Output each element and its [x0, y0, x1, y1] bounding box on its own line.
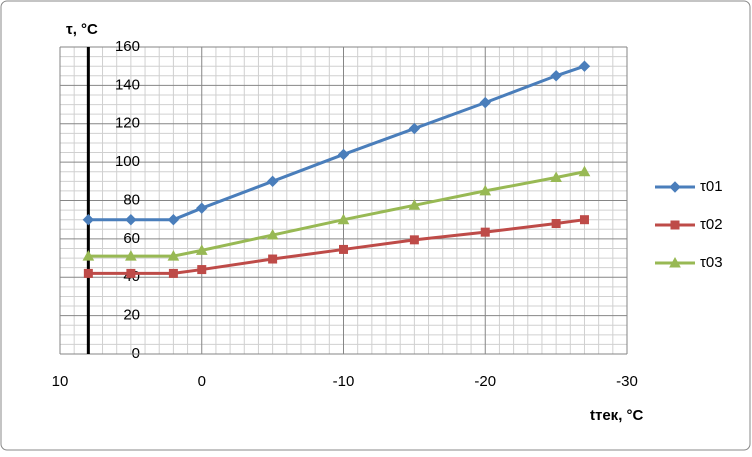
marker [339, 244, 348, 254]
legend-marker [669, 181, 681, 193]
marker [196, 202, 208, 214]
marker [168, 268, 178, 278]
marker [480, 227, 490, 237]
x-tick-label: 10 [52, 373, 69, 390]
legend-marker [670, 220, 680, 230]
marker [578, 165, 591, 177]
y-tick-label: 60 [123, 230, 140, 247]
y-tick-label: 140 [115, 76, 140, 93]
marker [409, 235, 419, 245]
series-line [88, 170, 585, 258]
y-tick-label: 20 [123, 307, 140, 324]
marker [266, 229, 279, 240]
marker [167, 213, 180, 226]
series-line [88, 218, 585, 275]
y-axis-label: τ, °C [66, 21, 98, 38]
legend-label: τ01 [700, 178, 723, 195]
marker [479, 184, 492, 196]
marker [197, 265, 207, 275]
legend-marker [669, 256, 681, 268]
x-tick-label: 0 [198, 373, 206, 390]
marker [337, 213, 350, 225]
series-line [88, 64, 585, 222]
marker [125, 250, 137, 261]
legend-label: τ02 [700, 216, 723, 233]
marker [578, 60, 591, 72]
x-axis-label: tтек, °C [590, 407, 644, 424]
marker [479, 96, 491, 109]
marker [266, 175, 279, 188]
y-tick-label: 120 [115, 115, 140, 132]
marker [550, 171, 562, 182]
marker [579, 215, 589, 225]
x-tick-label: -30 [616, 373, 638, 390]
marker [82, 213, 95, 226]
grid [59, 46, 628, 355]
y-tick-label: 100 [115, 153, 140, 170]
marker [337, 148, 350, 161]
x-tick-label: -10 [333, 373, 355, 390]
legend-label: τ03 [700, 254, 723, 271]
marker [167, 250, 180, 261]
marker [83, 268, 93, 278]
marker [195, 244, 208, 255]
y-tick-label: 0 [132, 345, 140, 362]
x-tick-label: -20 [474, 373, 496, 390]
y-tick-label: 160 [115, 38, 140, 55]
marker [408, 122, 421, 135]
marker [82, 250, 95, 261]
marker [126, 268, 136, 278]
y-tick-label: 80 [123, 191, 140, 208]
marker [551, 219, 561, 229]
marker [268, 254, 278, 264]
marker [550, 70, 562, 82]
marker [125, 213, 137, 226]
marker [408, 199, 421, 210]
